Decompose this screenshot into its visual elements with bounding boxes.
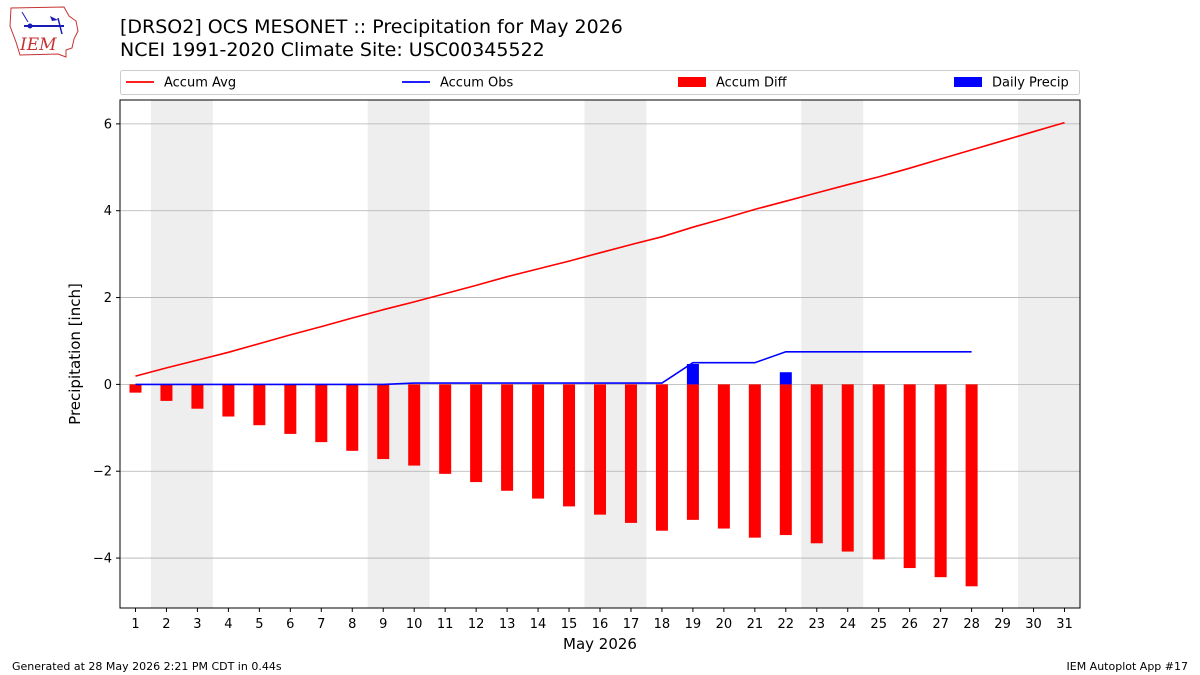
daily-precip-bar [686,363,699,385]
x-tick-label: 27 [932,617,949,632]
x-tick-label: 7 [317,617,325,632]
weekend-shade [1018,100,1080,608]
x-tick-label: 14 [530,617,547,632]
x-tick-label: 25 [870,617,887,632]
accum-diff-bar [222,384,235,417]
x-tick-label: 22 [778,617,795,632]
generated-note: Generated at 28 May 2026 2:21 PM CDT in … [12,660,282,673]
accum-diff-bar [934,384,947,578]
x-tick-label: 15 [561,617,578,632]
accum-obs-line [135,350,972,386]
y-tick-label: 2 [104,291,112,306]
accum-diff-bar [965,384,978,587]
accum-diff-bar [563,384,576,507]
accum-diff-bar [717,384,730,529]
accum-diff-bar [624,384,637,523]
y-tick-label: 0 [104,378,112,393]
x-tick-label: 21 [747,617,764,632]
accum-avg-line [135,121,1065,377]
x-tick-label: 11 [437,617,454,632]
x-tick-label: 23 [809,617,826,632]
accum-diff-bar [284,384,297,434]
accum-diff-bar [686,384,699,520]
y-axis-label: Precipitation [inch] [66,283,84,425]
accum-diff-bar [470,384,483,483]
x-tick-label: 9 [379,617,387,632]
x-tick-label: 12 [468,617,485,632]
accum-diff-bar [191,384,204,409]
x-tick-label: 4 [224,617,232,632]
accum-diff-bar [377,384,390,460]
accum-diff-bar [903,384,916,569]
accum-diff-bar [841,384,854,552]
accum-diff-bar [748,384,761,538]
legend-swatch-bar [678,77,706,87]
x-tick-label: 20 [716,617,733,632]
accum-diff-bar [779,384,792,536]
x-tick-label: 5 [255,617,263,632]
accum-diff-bar [872,384,885,560]
legend-label: Daily Precip [992,76,1069,91]
accum-diff-bar [129,384,142,393]
x-tick-label: 18 [654,617,671,632]
weekend-shade [150,100,213,608]
x-axis-label: May 2026 [563,635,637,653]
iem-logo: IEM [6,4,82,64]
x-tick-label: 28 [963,617,980,632]
y-tick-label: −2 [93,465,112,480]
chart-subtitle: NCEI 1991-2020 Climate Site: USC00345522 [120,39,545,61]
x-tick-label: 16 [592,617,609,632]
x-tick-label: 3 [193,617,201,632]
legend-label: Accum Diff [716,76,788,91]
x-tick-label: 8 [348,617,356,632]
x-tick-label: 13 [499,617,516,632]
weekend-shade [367,100,430,608]
accum-diff-bar [346,384,359,451]
x-tick-label: 6 [286,617,294,632]
x-tick-label: 24 [839,617,856,632]
x-tick-label: 30 [1025,617,1042,632]
legend-label: Accum Avg [164,76,236,91]
y-tick-label: −4 [93,552,112,567]
legend-swatch-bar [954,77,982,87]
accum-diff-bar [160,384,173,401]
accum-diff-bar [810,384,823,544]
weekend-shade [801,100,864,608]
chart-title: [DRSO2] OCS MESONET :: Precipitation for… [120,16,623,38]
x-tick-label: 29 [994,617,1011,632]
accum-diff-bar [655,384,668,531]
x-tick-label: 19 [685,617,702,632]
accum-diff-bar [439,384,452,474]
accum-diff-bar [315,384,328,443]
x-tick-label: 17 [623,617,640,632]
legend-box [120,70,1080,95]
daily-precip-bar [779,372,792,385]
y-tick-label: 6 [104,117,112,132]
accum-diff-bar [594,384,606,515]
weekend-shade [584,100,647,608]
y-tick-label: 4 [104,204,112,219]
x-tick-label: 10 [406,617,423,632]
x-tick-label: 1 [131,617,139,632]
accum-diff-bar [408,384,421,466]
accum-diff-bar [253,384,266,426]
x-tick-label: 31 [1056,617,1073,632]
accum-diff-bar [532,384,545,499]
legend-label: Accum Obs [440,76,513,91]
x-tick-label: 2 [162,617,170,632]
app-label: IEM Autoplot App #17 [1066,660,1189,673]
accum-diff-bar [501,384,514,491]
x-tick-label: 26 [901,617,918,632]
logo-text: IEM [19,35,57,55]
